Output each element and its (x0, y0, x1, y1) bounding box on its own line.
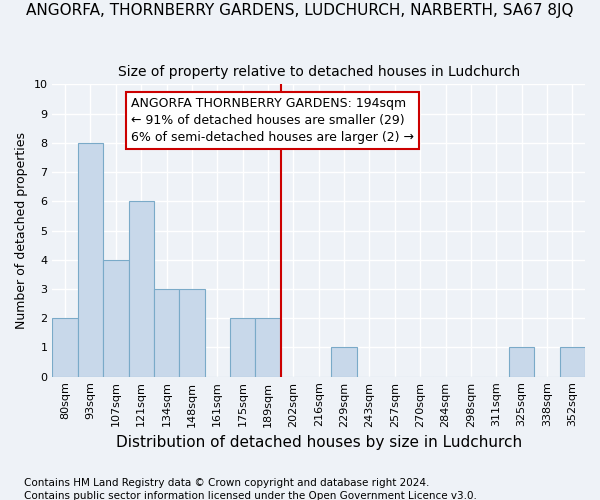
Bar (230, 318, 256, 376)
Text: Contains public sector information licensed under the Open Government Licence v3: Contains public sector information licen… (24, 491, 477, 500)
Text: ANGORFA THORNBERRY GARDENS: 194sqm
← 91% of detached houses are smaller (29)
6% : ANGORFA THORNBERRY GARDENS: 194sqm ← 91%… (131, 98, 414, 144)
Bar (560, 348, 585, 376)
Bar (103, 260, 128, 376)
Bar (331, 348, 357, 376)
Bar (52, 318, 78, 376)
Bar (256, 318, 281, 376)
Bar (78, 143, 103, 376)
Text: ANGORFA, THORNBERRY GARDENS, LUDCHURCH, NARBERTH, SA67 8JQ: ANGORFA, THORNBERRY GARDENS, LUDCHURCH, … (26, 2, 574, 18)
Text: Contains HM Land Registry data © Crown copyright and database right 2024.: Contains HM Land Registry data © Crown c… (24, 478, 430, 488)
Title: Size of property relative to detached houses in Ludchurch: Size of property relative to detached ho… (118, 65, 520, 79)
Bar (179, 289, 205, 376)
Bar (154, 289, 179, 376)
Bar (509, 348, 534, 376)
Y-axis label: Number of detached properties: Number of detached properties (15, 132, 28, 329)
Bar (128, 202, 154, 376)
X-axis label: Distribution of detached houses by size in Ludchurch: Distribution of detached houses by size … (116, 435, 522, 450)
